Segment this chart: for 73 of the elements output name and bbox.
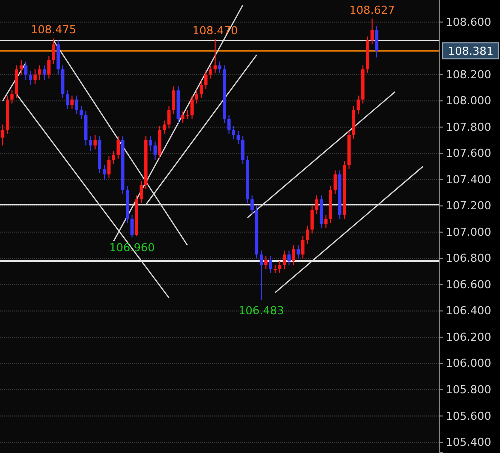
- y-tick-label: 105.400: [446, 436, 492, 450]
- y-tick-label: 107.200: [446, 200, 492, 213]
- y-tick-label: 108.200: [446, 68, 492, 82]
- candlestick: [241, 136, 245, 165]
- candlestick: [29, 70, 32, 86]
- candlestick: [94, 134, 97, 150]
- candlestick: [278, 260, 282, 274]
- candlestick: [356, 95, 360, 115]
- y-tick-label: 106.800: [446, 252, 492, 266]
- candlestick: [250, 195, 254, 215]
- annotation: 108.627: [350, 4, 396, 17]
- y-tick-label: 107.000: [446, 226, 492, 239]
- y-tick-label: 106.600: [446, 278, 492, 292]
- y-tick-label: 108.600: [446, 16, 492, 29]
- annotation: 106.483: [238, 304, 284, 318]
- candlestick: [292, 245, 296, 266]
- y-tick-label: 107.600: [446, 147, 492, 160]
- candlestick: [269, 256, 272, 274]
- y-tick-label: 107.400: [446, 173, 492, 186]
- candlestick: [130, 214, 134, 238]
- candlestick: [209, 65, 212, 80]
- candlestick: [228, 115, 231, 134]
- candlestick: [70, 95, 74, 110]
- candlestick: [162, 120, 166, 134]
- candlestick: [375, 26, 379, 58]
- y-tick-label: 106.200: [446, 330, 492, 344]
- candlestick: [168, 106, 171, 130]
- annotation: 108.475: [31, 24, 77, 37]
- y-tick-label: 108.000: [446, 94, 492, 108]
- candlestick: [190, 95, 194, 120]
- candlestick: [34, 69, 37, 85]
- candlestick: [306, 225, 310, 245]
- candlestick: [24, 61, 28, 81]
- candlestick: [48, 56, 51, 80]
- candlestick: [301, 236, 305, 260]
- y-tick-label: 106.400: [446, 304, 492, 318]
- candlestick: [112, 150, 116, 165]
- candlestick: [200, 80, 204, 99]
- candlestick: [370, 18, 374, 46]
- candlestick: [116, 136, 120, 160]
- candlestick: [38, 65, 42, 81]
- candlestick: [232, 126, 236, 140]
- candlestick: [218, 61, 222, 74]
- y-tick-label: 107.800: [446, 120, 492, 134]
- candlestick: [89, 136, 92, 152]
- candlestick: [264, 256, 268, 270]
- candlestick: [66, 90, 70, 110]
- candlestick: [236, 130, 240, 145]
- candlestick: [288, 250, 291, 266]
- candlestick: [140, 180, 144, 204]
- candlestick: [154, 141, 157, 161]
- candlestick: [1, 124, 5, 146]
- y-tick-label: 106.000: [446, 357, 492, 370]
- candlestick: [42, 65, 46, 81]
- candlestick: [20, 60, 24, 76]
- candlestick: [52, 38, 56, 65]
- candlestick: [315, 195, 319, 215]
- candlestick: [195, 90, 199, 104]
- candlestick: [283, 250, 286, 270]
- y-tick-label: 105.800: [446, 383, 492, 396]
- candlestick: [10, 90, 14, 104]
- candlestick: [324, 214, 328, 229]
- y-tick-label: 105.600: [446, 410, 492, 423]
- candlestick: [204, 70, 208, 90]
- candlestick: [108, 156, 111, 180]
- candlestick: [149, 136, 152, 152]
- candlestick: [75, 95, 78, 115]
- candlestick: [172, 86, 176, 115]
- candlestick: [334, 170, 338, 195]
- ref-line-label: 108.381: [448, 45, 494, 58]
- candlestick: [260, 250, 264, 301]
- candlestick: [310, 206, 314, 234]
- candlestick: [214, 38, 217, 74]
